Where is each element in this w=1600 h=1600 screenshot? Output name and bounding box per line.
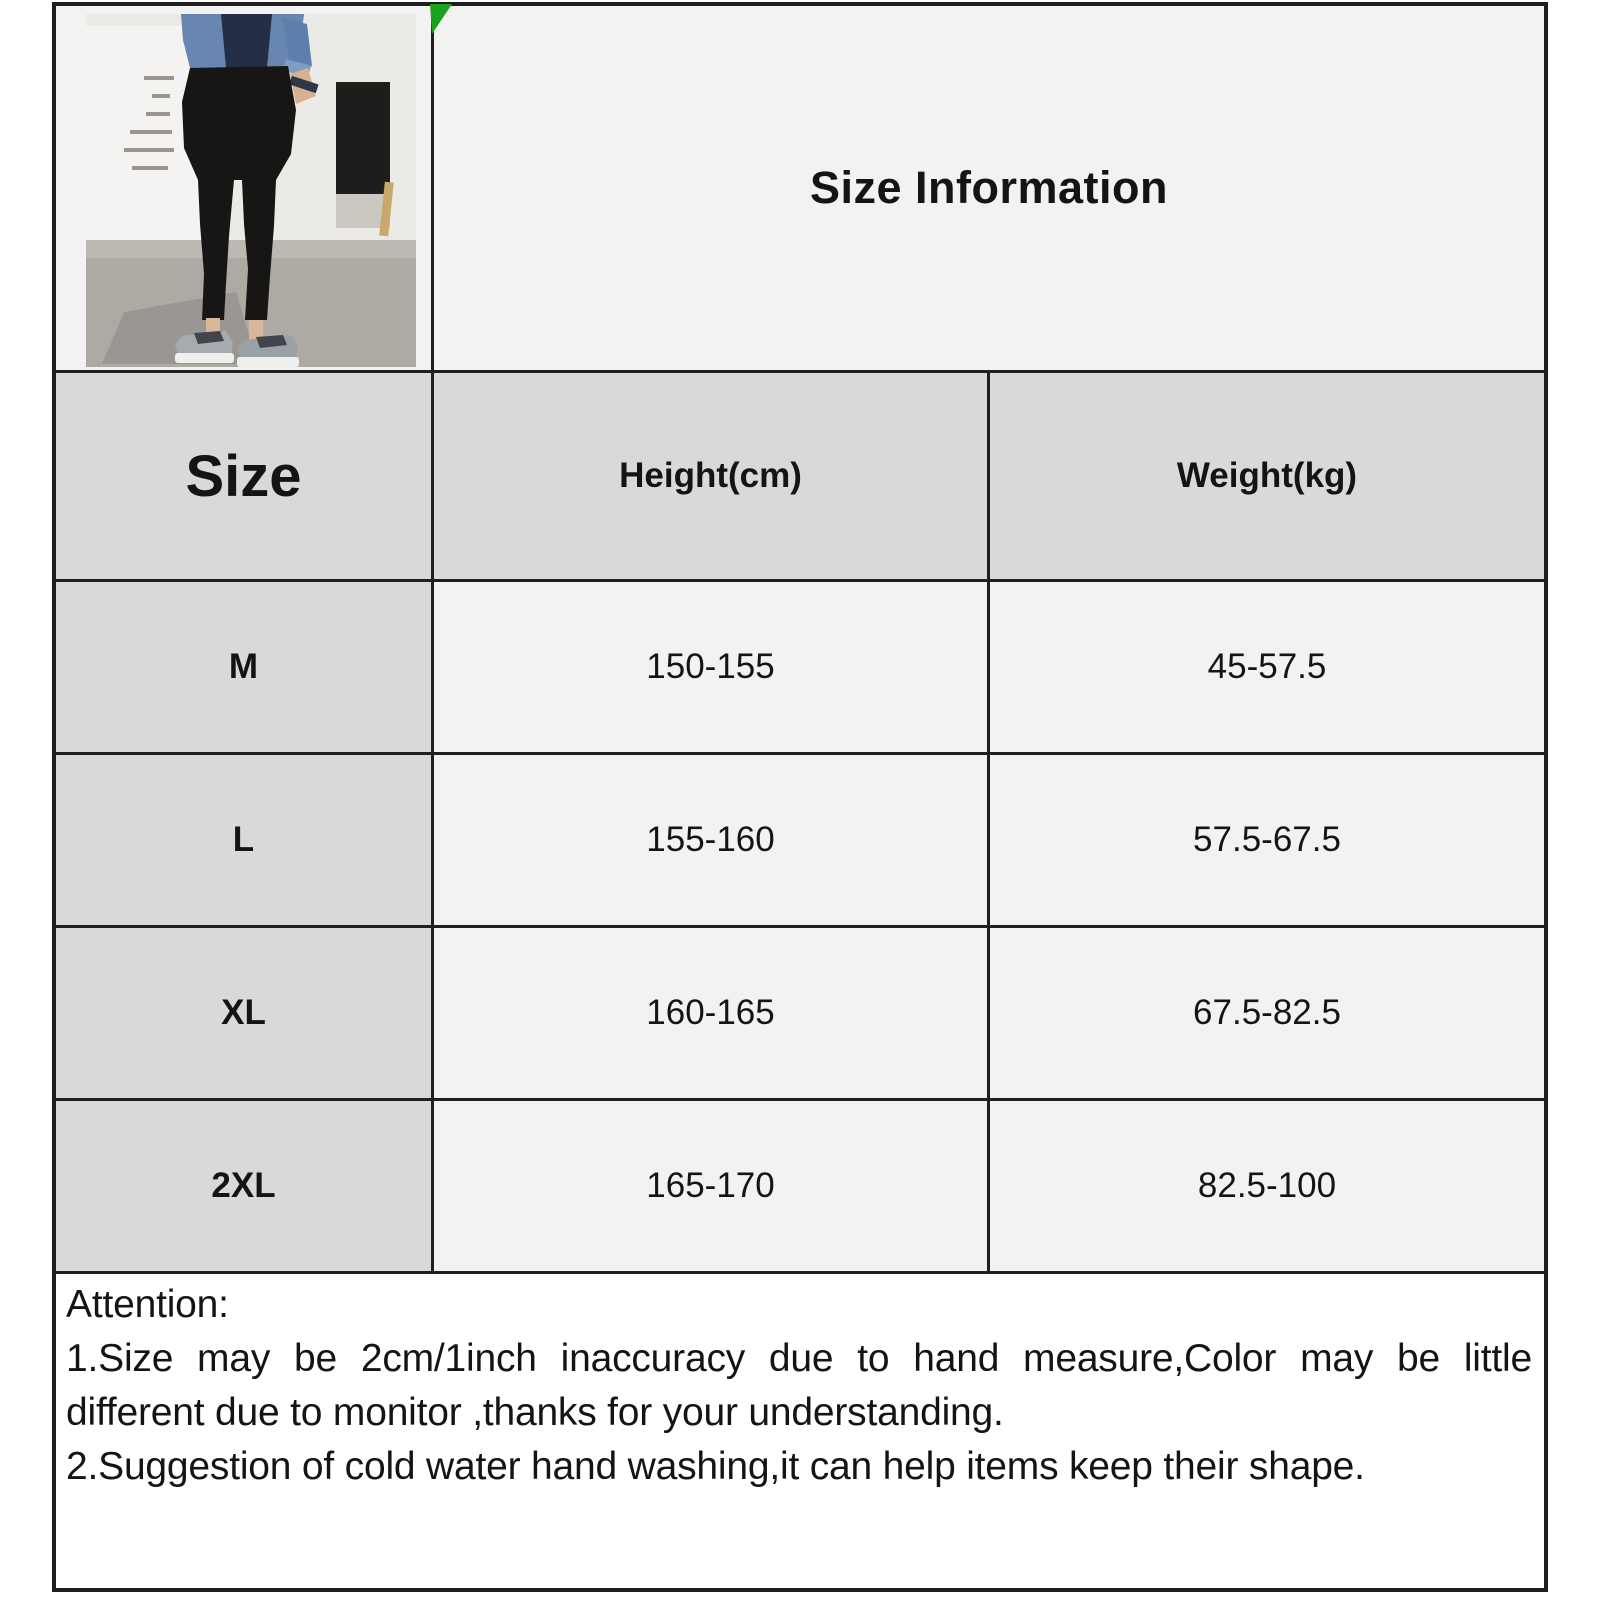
page-title: Size Information (809, 162, 1169, 213)
header-height: Height(cm) (434, 373, 987, 579)
row-m-height: 150-155 (434, 582, 987, 752)
wall-text (124, 76, 174, 170)
row-l-height: 155-160 (434, 755, 987, 925)
product-photo-cell (56, 6, 431, 370)
row-2xl-weight: 82.5-100 (990, 1101, 1544, 1271)
row-m-size: M (56, 582, 431, 752)
row-l-size: L (56, 755, 431, 925)
attention-heading: Attention: (66, 1283, 229, 1326)
row-xl-size: XL (56, 928, 431, 1098)
row-xl-height: 160-165 (434, 928, 987, 1098)
title-cell: Size Information (434, 6, 1544, 370)
row-xl-weight: 67.5-82.5 (990, 928, 1544, 1098)
header-size: Size (56, 373, 431, 579)
attention-section: Attention: 1.Size may be 2cm/1inch inacc… (56, 1274, 1544, 1588)
size-information-table: Size Information Size Height(cm) Weight(… (52, 2, 1548, 1592)
row-m-weight: 45-57.5 (990, 582, 1544, 752)
sneakers (175, 331, 299, 367)
row-2xl-size: 2XL (56, 1101, 431, 1271)
product-photo (86, 14, 416, 367)
attention-note-1: 1.Size may be 2cm/1inch inaccuracy due t… (66, 1337, 1532, 1434)
header-weight: Weight(kg) (990, 373, 1544, 579)
green-corner-marker-icon (430, 4, 452, 34)
attention-note-2: 2.Suggestion of cold water hand washing,… (66, 1445, 1365, 1488)
row-l-weight: 57.5-67.5 (990, 755, 1544, 925)
row-2xl-height: 165-170 (434, 1101, 987, 1271)
